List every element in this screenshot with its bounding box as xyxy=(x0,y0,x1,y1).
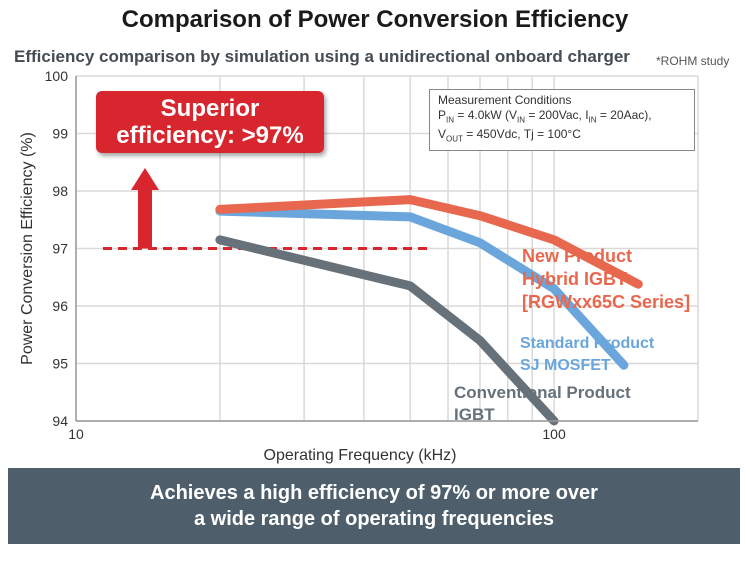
superior-efficiency-callout: Superior efficiency: >97% xyxy=(96,91,324,153)
series-line-standard-product xyxy=(215,206,629,370)
series-layer xyxy=(215,195,643,426)
x-tick-label: 10 xyxy=(68,426,84,442)
series-label-line: Hybrid IGBT xyxy=(522,269,628,289)
series-label-new-product: New Product Hybrid IGBT [RGWxx65C Series… xyxy=(522,245,690,314)
series-line-conventional-product xyxy=(215,235,559,426)
x-axis-label: Operating Frequency (kHz) xyxy=(264,447,457,464)
threshold-layer xyxy=(103,168,430,250)
y-tick-label: 97 xyxy=(52,241,68,257)
y-tick-label: 95 xyxy=(52,356,68,372)
callout-line-1: Superior xyxy=(160,95,260,122)
x-tick-label: 100 xyxy=(542,426,566,442)
page-title: Comparison of Power Conversion Efficienc… xyxy=(121,6,629,33)
series-label-line: [RGWxx65C Series] xyxy=(522,292,691,312)
callout-line-2: efficiency: >97% xyxy=(116,122,304,149)
y-axis-label: Power Conversion Efficiency (%) xyxy=(19,132,36,365)
conditions-heading: Measurement Conditions xyxy=(438,93,572,107)
y-tick-label: 99 xyxy=(52,126,68,142)
chart-subtitle: Efficiency comparison by simulation usin… xyxy=(14,47,630,66)
y-tick-label: 100 xyxy=(45,68,69,84)
series-label-conventional-product: Conventional Product IGBT xyxy=(454,382,631,426)
source-note: *ROHM study xyxy=(656,54,730,68)
series-label-line: New Product xyxy=(522,246,633,266)
series-label-standard-product: Standard Product SJ MOSFET xyxy=(520,333,654,377)
conditions-line-1: PIN = 4.0kW (VIN = 200Vac, IIN = 20Aac), xyxy=(438,108,652,125)
conditions-line-2: VOUT = 450Vdc, Tj = 100°C xyxy=(438,127,581,144)
banner-line-1: Achieves a high efficiency of 97% or mor… xyxy=(150,482,598,504)
axis-layer: 94 95 96 97 98 99 100 10 100 xyxy=(45,68,698,442)
y-tick-label: 98 xyxy=(52,183,68,199)
series-line-new-product xyxy=(215,195,643,289)
up-arrow-shaft xyxy=(138,190,152,249)
banner-line-2: a wide range of operating frequencies xyxy=(193,508,555,530)
series-label-line: Conventional Product xyxy=(454,383,631,402)
conclusion-banner: Achieves a high efficiency of 97% or mor… xyxy=(8,468,740,544)
y-tick-label: 94 xyxy=(52,413,68,429)
up-arrow-head xyxy=(131,168,159,190)
measurement-conditions-box: Measurement Conditions PIN = 4.0kW (VIN … xyxy=(429,89,695,151)
series-label-line: IGBT xyxy=(454,405,495,424)
series-label-line: Standard Product xyxy=(520,335,655,352)
series-label-line: SJ MOSFET xyxy=(520,357,611,374)
y-tick-label: 96 xyxy=(52,298,68,314)
